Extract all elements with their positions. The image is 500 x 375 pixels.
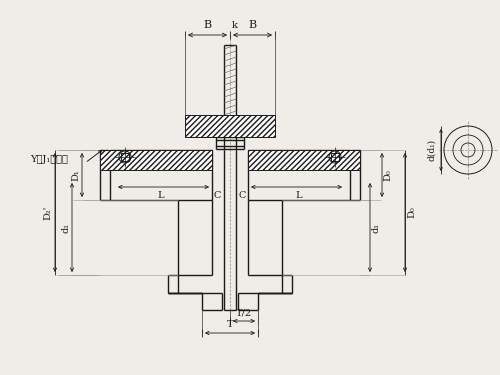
Text: d₁: d₁ (372, 222, 380, 232)
Polygon shape (100, 150, 212, 170)
Text: C: C (214, 191, 222, 200)
Text: D₀: D₀ (384, 169, 392, 181)
Text: B: B (204, 20, 212, 30)
Text: D₀: D₀ (408, 207, 416, 218)
Polygon shape (185, 115, 275, 137)
Text: B: B (248, 20, 256, 30)
Text: T/2: T/2 (236, 308, 252, 317)
Text: L: L (158, 191, 164, 200)
Text: D₁: D₁ (72, 169, 80, 181)
Text: Y、J₁型轴孔: Y、J₁型轴孔 (30, 156, 68, 165)
Bar (331, 153, 339, 161)
Text: D₂': D₂' (44, 206, 52, 220)
Bar (121, 153, 129, 161)
Text: T: T (226, 320, 234, 329)
Text: d(d₁): d(d₁) (428, 139, 436, 161)
Text: L: L (296, 191, 302, 200)
Text: d₁: d₁ (62, 222, 70, 232)
Text: k: k (232, 21, 238, 30)
Text: C: C (238, 191, 246, 200)
Polygon shape (248, 150, 360, 170)
